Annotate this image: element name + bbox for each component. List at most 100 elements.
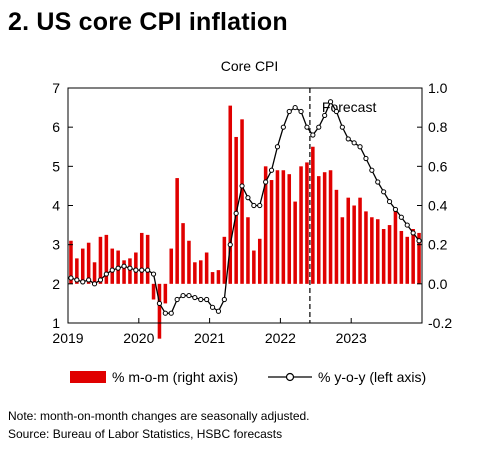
yoy-point (215, 308, 222, 314)
yoy-point (339, 124, 345, 130)
mom-bar (311, 146, 315, 284)
yoy-point (103, 271, 109, 277)
legend-yoy-label: % y-o-y (left axis) (318, 369, 427, 385)
mom-bar (157, 283, 162, 339)
mom-bar (287, 174, 292, 284)
mom-bar (387, 225, 392, 284)
yoy-point (280, 124, 286, 130)
left-tick-label: 3 (52, 237, 60, 253)
x-tick-label: 2020 (123, 330, 154, 346)
yoy-point (80, 279, 86, 285)
yoy-point (392, 206, 399, 213)
yoy-point (345, 136, 351, 142)
mom-bar (80, 248, 85, 284)
yoy-point (74, 277, 80, 283)
chart-title: Core CPI (220, 58, 279, 74)
yoy-point (304, 124, 310, 130)
yoy-point (316, 124, 322, 130)
yoy-point (351, 140, 357, 146)
mom-bar (240, 119, 244, 284)
legend-mom-swatch (70, 371, 106, 383)
right-tick-label: -0.2 (428, 315, 452, 331)
mom-bar (399, 230, 404, 284)
yoy-point (257, 202, 263, 209)
mom-bar (128, 258, 132, 284)
x-tick-label: 2023 (336, 330, 367, 346)
mom-bar (375, 219, 380, 284)
yoy-point (322, 112, 328, 119)
mom-bar (252, 250, 256, 284)
yoy-point (386, 198, 393, 205)
mom-bar (198, 260, 203, 284)
left-tick-label: 7 (52, 80, 60, 96)
mom-bar (98, 236, 103, 284)
mom-bar (69, 240, 73, 284)
yoy-point (263, 179, 269, 185)
mom-bar (316, 176, 321, 284)
mom-bar (151, 283, 156, 300)
mom-bar (322, 172, 327, 284)
yoy-point (91, 281, 98, 287)
yoy-point (186, 292, 192, 299)
mom-bar (299, 166, 303, 284)
mom-bar (222, 236, 227, 284)
right-tick-label: 1.0 (428, 80, 448, 96)
left-tick-label: 1 (52, 315, 60, 331)
legend-yoy-swatch (268, 372, 312, 382)
mom-bar (75, 258, 79, 284)
note-text: Note: month-on-month changes are seasona… (8, 409, 310, 423)
mom-bar (187, 240, 191, 284)
source-text: Source: Bureau of Labor Statistics, HSBC… (8, 427, 283, 441)
mom-bar (210, 272, 215, 284)
mom-bar (370, 217, 374, 284)
right-tick-label: 0.6 (428, 158, 448, 174)
yoy-point (245, 195, 251, 201)
legend-yoy: % y-o-y (left axis) (266, 369, 426, 385)
yoy-point (274, 144, 281, 150)
mom-bar (334, 189, 339, 284)
mom-bar (328, 170, 333, 284)
yoy-point (168, 310, 174, 316)
yoy-point (68, 275, 74, 281)
mom-bar (263, 166, 268, 284)
yoy-point (327, 99, 334, 105)
mom-bar (293, 201, 297, 284)
mom-bar (163, 283, 168, 304)
mom-bar (86, 242, 91, 284)
left-tick-label: 6 (52, 119, 60, 135)
yoy-point (381, 189, 387, 195)
yoy-point (162, 310, 168, 316)
yoy-point (180, 292, 186, 299)
mom-bar (139, 232, 144, 284)
yoy-point (109, 267, 115, 273)
left-tick-label: 2 (52, 276, 60, 292)
yoy-point (150, 271, 157, 277)
mom-bar (364, 211, 368, 284)
yoy-point (416, 238, 422, 244)
yoy-point (198, 296, 204, 303)
mom-bar (145, 234, 150, 284)
left-tick-label: 4 (52, 198, 60, 214)
yoy-point (410, 230, 416, 236)
yoy-point (156, 300, 163, 307)
figure-title: 2. US core CPI inflation (8, 8, 288, 36)
tick-labels-group: 7 6 5 4 3 2 1 1.0 0.8 0.6 0.4 0.2 0.0 -0.2 2019 2020 202… (52, 80, 452, 346)
plot-frame (67, 87, 423, 324)
yoy-point (363, 155, 369, 162)
mom-bar (228, 105, 233, 284)
yoy-point (286, 108, 292, 115)
mom-bar (358, 197, 362, 284)
mom-bar (411, 229, 415, 284)
mom-bar (417, 232, 421, 284)
yoy-point (369, 167, 375, 173)
yoy-point (139, 267, 145, 273)
mom-bar (393, 209, 398, 284)
mom-bar (169, 248, 174, 284)
yoy-point (121, 263, 127, 269)
yoy-point (127, 265, 133, 271)
yoy-point (251, 202, 257, 209)
mom-bar (92, 262, 97, 284)
mom-bar (269, 180, 274, 284)
